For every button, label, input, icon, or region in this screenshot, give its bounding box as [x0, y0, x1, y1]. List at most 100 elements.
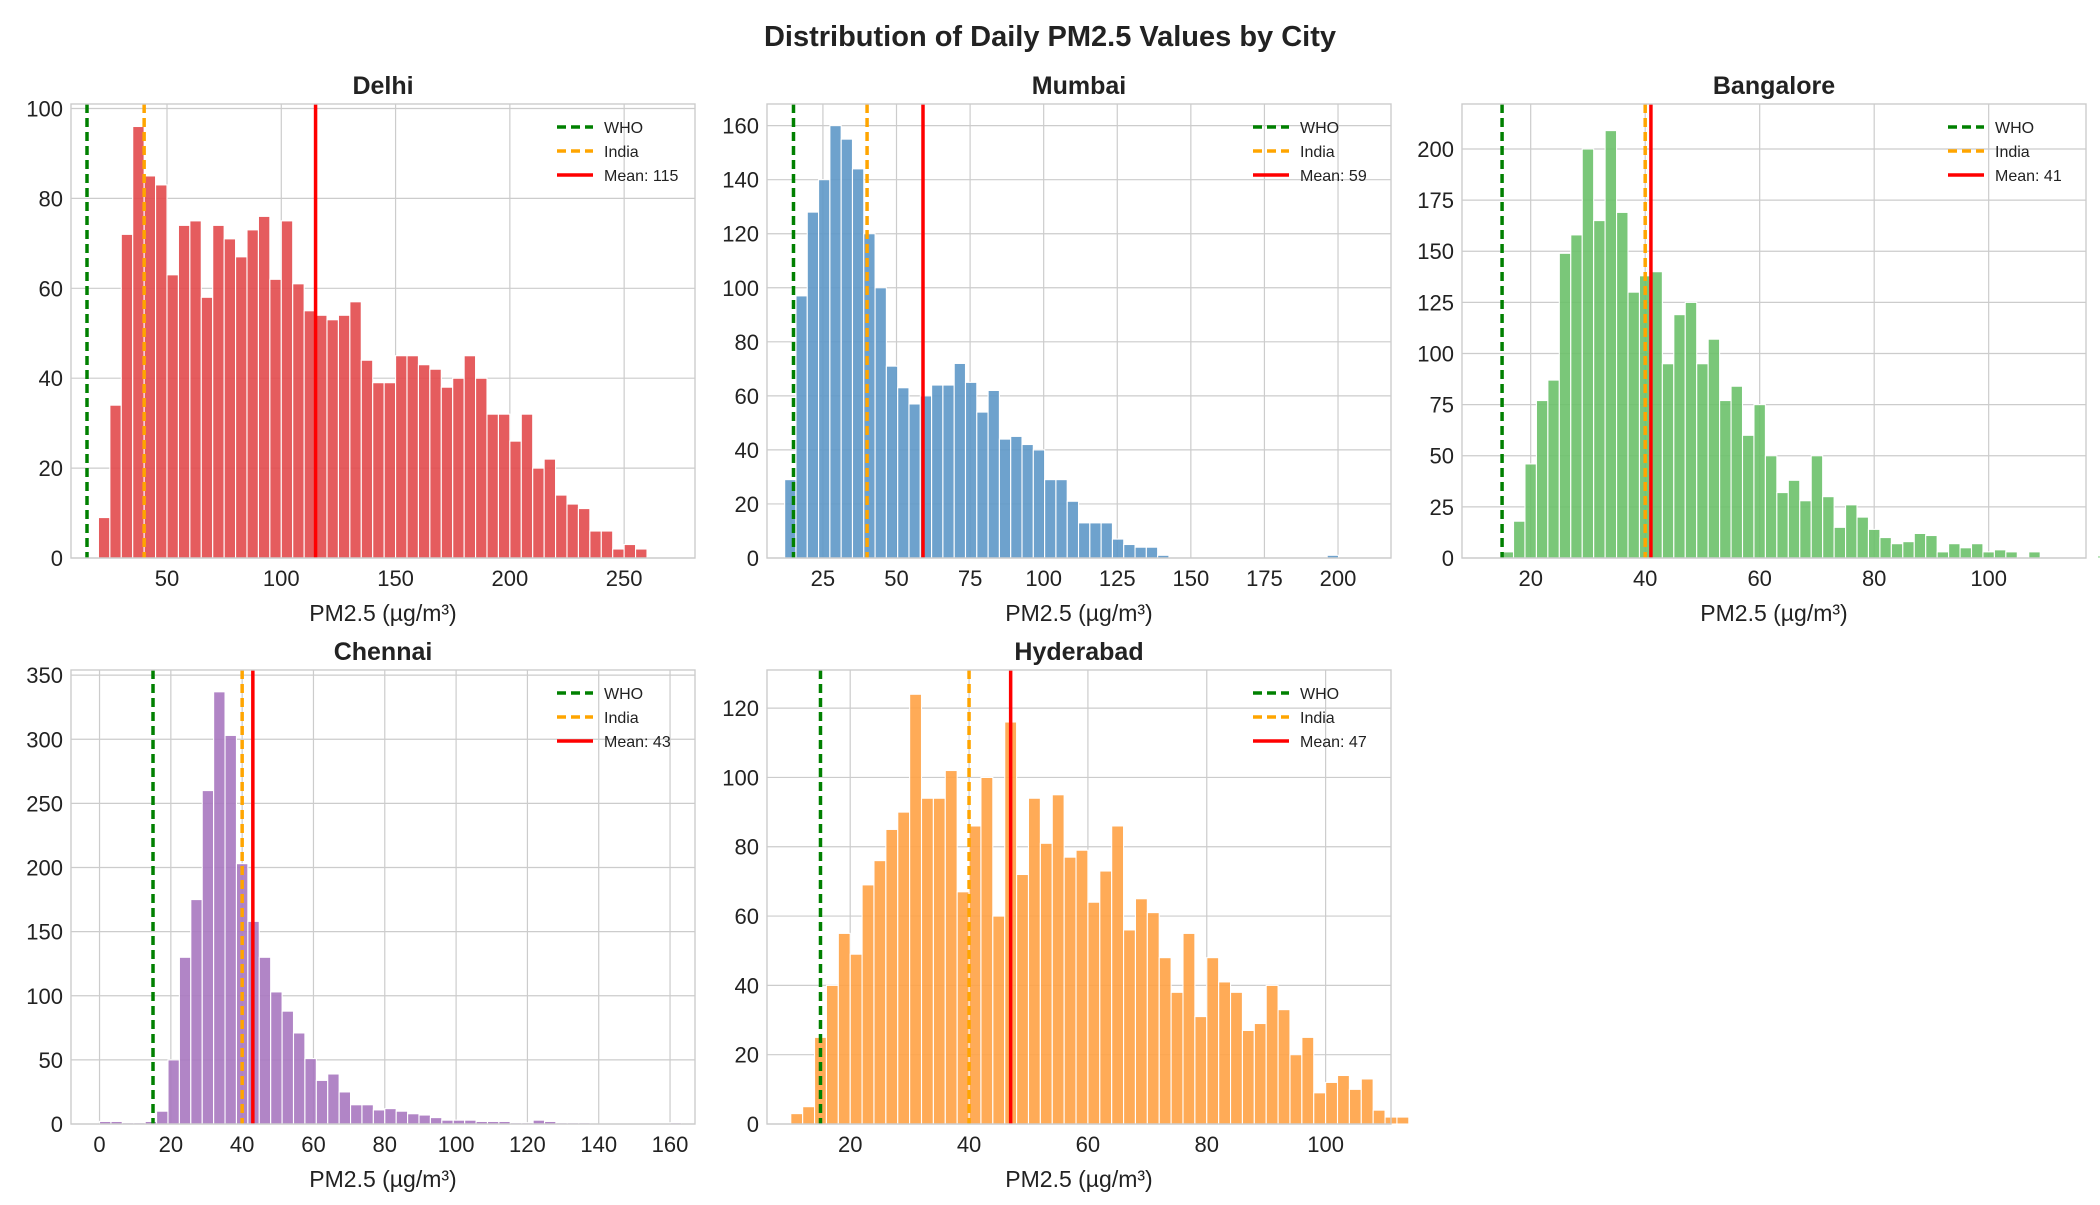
histogram-bar [1313, 1092, 1327, 1125]
panel-bangalore: 20 40 60 80 100 0 25 50 75 100 125 150 175 200 Bangalo… [1417, 72, 2100, 626]
histogram-bar [1021, 443, 1034, 559]
histogram-bar [861, 884, 875, 1125]
histogram-bar [1787, 479, 1801, 559]
histogram-bar [326, 319, 339, 559]
histogram-bar [837, 932, 851, 1125]
x-tick-label: 50 [884, 566, 908, 591]
legend: WHO India Mean: 59 [1253, 120, 1367, 185]
histogram-bar [1925, 534, 1938, 559]
histogram-bar [1055, 479, 1068, 559]
histogram-bar [189, 220, 202, 559]
y-tick-label: 120 [722, 696, 759, 721]
histogram-bar [1241, 1029, 1255, 1125]
histogram-bar [109, 404, 122, 559]
histogram-bar [1111, 538, 1125, 559]
histogram-bar [429, 368, 442, 559]
x-tick-label: 80 [1862, 566, 1886, 591]
x-tick-label: 60 [301, 1132, 325, 1157]
histogram-bar [1396, 1116, 1410, 1125]
histogram-bar [418, 1114, 431, 1125]
legend-label-mean: Mean: 115 [604, 168, 679, 185]
y-tick-label: 350 [26, 663, 63, 688]
y-tick-label: 50 [1430, 444, 1454, 469]
histogram-bar [566, 503, 579, 559]
histogram-bar [156, 1110, 169, 1125]
histogram-bar [349, 301, 362, 559]
histogram-bar [1277, 1009, 1291, 1125]
histogram-bar [1627, 291, 1641, 559]
histogram-bar [1833, 526, 1847, 559]
histogram-bar [1348, 1088, 1362, 1125]
histogram-bar [1158, 957, 1172, 1125]
histogram-bar [555, 494, 568, 559]
panel-title: Chennai [334, 638, 433, 666]
histogram-bar [543, 458, 557, 559]
histogram-bar [395, 1110, 409, 1125]
x-tick-label: 40 [1633, 566, 1657, 591]
x-tick-label: 25 [811, 566, 835, 591]
histogram-bar [1077, 522, 1091, 559]
y-tick-label: 0 [747, 546, 759, 571]
histogram-bar [304, 1058, 317, 1125]
histogram-bar [1206, 957, 1220, 1125]
histogram-bar [1741, 434, 1755, 559]
legend: WHO India Mean: 115 [557, 120, 679, 185]
histogram-bar [1535, 399, 1549, 559]
histogram-bar [258, 956, 272, 1125]
x-axis-label: PM2.5 (µg/m³) [309, 1166, 456, 1192]
y-tick-label: 140 [722, 168, 759, 193]
y-tick-label: 120 [722, 222, 759, 247]
x-tick-label: 40 [230, 1132, 254, 1157]
histogram-bar [429, 1117, 443, 1125]
histogram-bar [998, 438, 1012, 559]
histogram-bar [509, 440, 522, 559]
y-tick-label: 20 [735, 492, 759, 517]
histogram-bar [873, 860, 887, 1125]
x-tick-label: 0 [93, 1132, 105, 1157]
y-tick-label: 100 [722, 276, 759, 301]
y-tick-label: 40 [735, 438, 759, 463]
histogram-bar [897, 811, 911, 1125]
histogram-bar [246, 229, 259, 559]
legend-label-mean: Mean: 41 [1995, 168, 2062, 185]
histogram-bar [2005, 551, 2018, 559]
histogram-bar [976, 411, 989, 559]
histogram-bar [177, 224, 191, 559]
histogram-bar [201, 790, 215, 1125]
histogram-bar [1982, 551, 1995, 559]
histogram-bar [1753, 404, 1766, 559]
histogram-bar [120, 233, 134, 559]
x-tick-label: 140 [580, 1132, 617, 1157]
histogram-bar [956, 891, 970, 1125]
x-tick-label: 120 [509, 1132, 546, 1157]
histogram-bar [1512, 520, 1526, 559]
histogram-bar [1301, 1036, 1315, 1125]
histogram-bar [361, 1104, 374, 1125]
panel-delhi: 50 100 150 200 250 0 20 40 60 80 100 Delhi PM2.5 (µg… [26, 72, 696, 626]
histogram-bar [1936, 551, 1950, 559]
histogram-bar [897, 387, 910, 559]
histogram-bar [1593, 220, 1606, 559]
panel-title: Mumbai [1032, 72, 1126, 100]
legend-label-india: India [604, 144, 639, 161]
x-axis-label: PM2.5 (µg/m³) [1005, 1166, 1152, 1192]
histogram-bar [1856, 516, 1870, 559]
legend-label-india: India [1300, 710, 1335, 727]
y-tick-label: 200 [1417, 137, 1454, 162]
histogram-bar [1913, 532, 1927, 559]
histogram-bar [1100, 522, 1113, 559]
legend-label-india: India [604, 710, 639, 727]
histogram-bar [212, 224, 225, 559]
legend-label-india: India [1300, 144, 1335, 161]
histogram-bar [1010, 435, 1023, 559]
plot-frame [766, 103, 1392, 559]
histogram-bar [1289, 1054, 1303, 1125]
x-tick-label: 80 [1195, 1132, 1219, 1157]
y-tick-label: 250 [26, 791, 63, 816]
histogram-bar [1170, 991, 1184, 1125]
histogram-bar [623, 543, 637, 559]
y-tick-label: 100 [722, 765, 759, 790]
histogram-bar [1336, 1074, 1350, 1125]
histogram-bar [235, 256, 248, 559]
histogram-bar [280, 220, 294, 559]
